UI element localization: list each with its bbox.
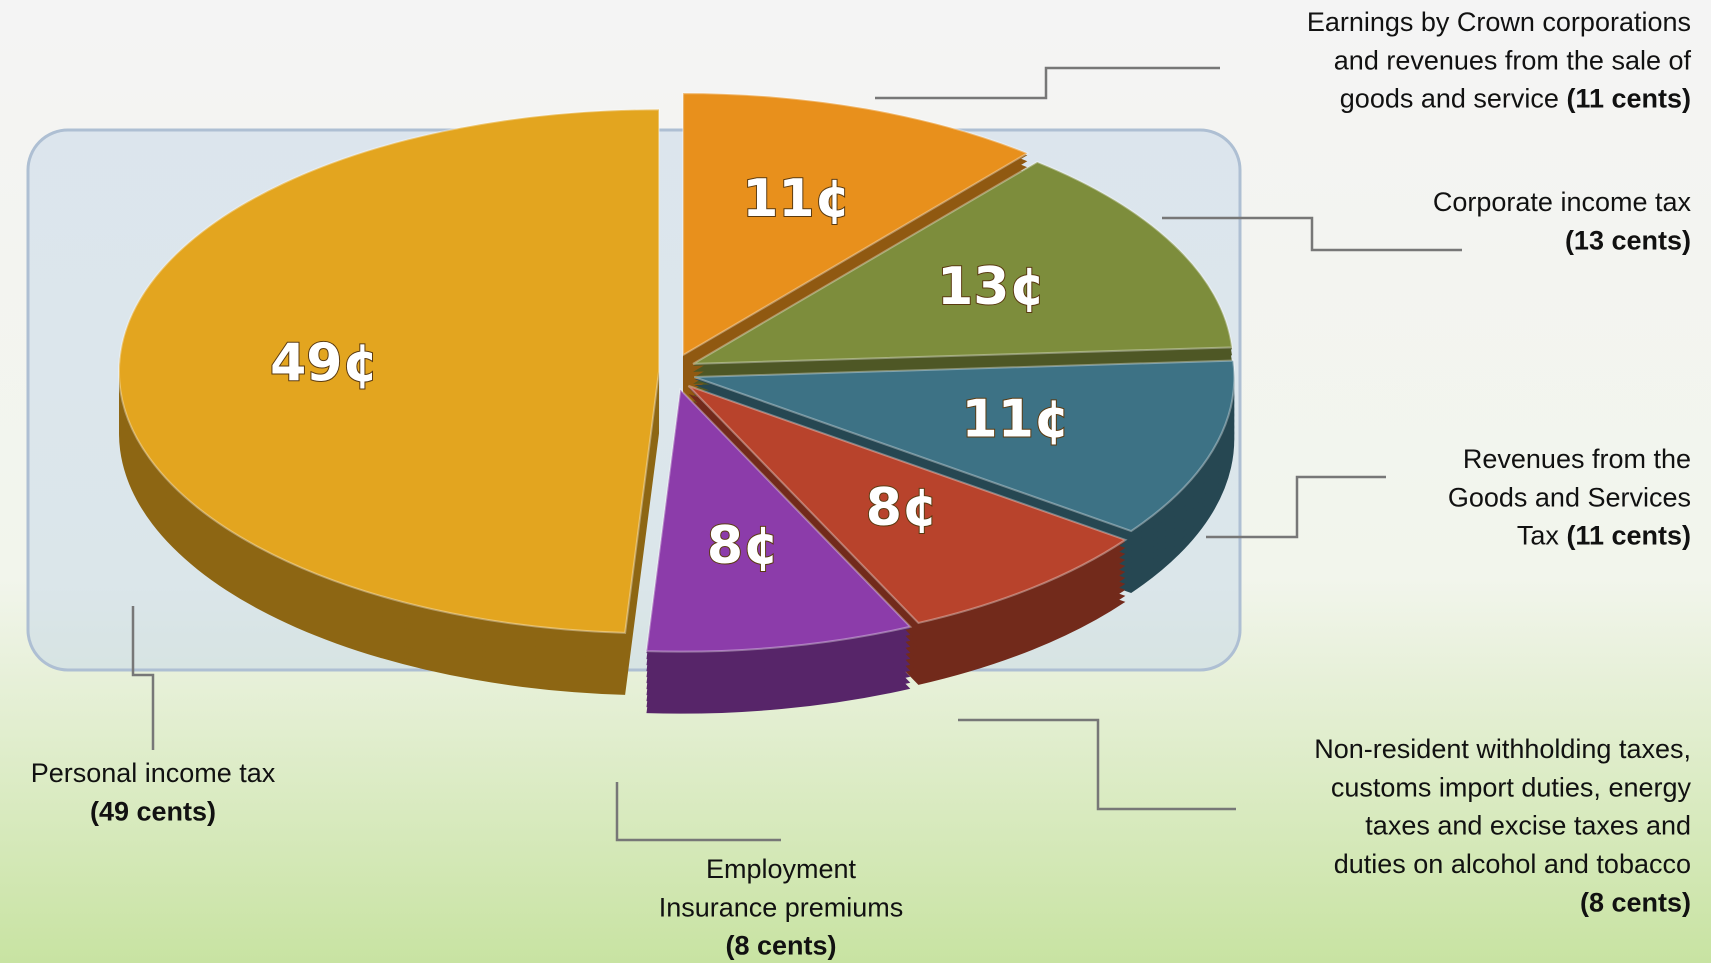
value-label: 13¢ [937,257,1046,317]
value-label: 8¢ [707,516,779,576]
callout-text: Revenues from the [1463,444,1691,474]
callout-line: Non-resident withholding taxes, [1314,734,1691,764]
callout-line: Insurance premiums [659,892,904,922]
leader-line [875,66,1220,100]
callout-text: and revenues from the sale of [1334,45,1692,75]
callout-line: Goods and Services [1448,482,1691,512]
callout-line: Personal income tax [31,758,276,788]
slice [645,387,913,653]
callout-amount: (11 cents) [1566,521,1691,551]
callout-text: Tax (11 cents) [1517,521,1691,551]
callout-line: Earnings by Crown corporations [1307,7,1691,37]
callout-line: Revenues from the [1463,444,1691,474]
callout-amount: (8 cents) [725,931,836,961]
callout-text: Earnings by Crown corporations [1307,7,1691,37]
callout-line: Corporate income tax [1433,187,1692,217]
slice [687,384,1128,625]
callout-line: duties on alcohol and tobacco [1334,849,1691,879]
callout-text: taxes and excise taxes and [1365,811,1691,841]
leaders [131,66,1462,842]
slice [692,160,1234,365]
callout-text: Insurance premiums [659,892,904,922]
value-label: 11¢ [962,389,1071,449]
value-label: 11¢ [742,169,851,229]
callouts: Earnings by Crown corporations and revenu… [31,7,1692,961]
value-label: 49¢ [270,333,379,393]
callout-text: Personal income tax [31,758,276,788]
callout-amount: (13 cents) [1565,225,1691,255]
callout-text: customs import duties, energy [1331,772,1692,802]
callout-line: customs import duties, energy [1331,772,1692,802]
value-label: 8¢ [866,478,938,538]
leader-line [958,718,1236,811]
leader-line [1206,475,1386,539]
leader-line [1162,216,1462,252]
callout-text: Employment [706,854,857,884]
pie: 11¢ 13¢ 11¢ 8¢ 8¢ 49¢ [118,92,1236,714]
callout-amount: (49 cents) [90,796,216,826]
callout-text: Goods and Services [1448,482,1691,512]
callout-line: taxes and excise taxes and [1365,811,1691,841]
callout-line: goods and service [1340,84,1559,114]
callout-amount: (11 cents) [1566,84,1691,114]
slice [118,108,661,634]
callout-line: Employment [706,854,857,884]
callout-text: goods and service (11 cents) [1340,84,1691,114]
callout-line: and revenues from the sale of [1334,45,1692,75]
leader-line [615,782,781,842]
callout-text: Corporate income tax [1433,187,1692,217]
callout-text: Non-resident withholding taxes, [1314,734,1691,764]
callout-amount: (8 cents) [1580,887,1691,917]
slice [693,359,1236,533]
slice [682,92,1030,357]
callout-line: Tax [1517,521,1560,551]
leader-line [131,606,155,750]
callout-text: duties on alcohol and tobacco [1334,849,1691,879]
